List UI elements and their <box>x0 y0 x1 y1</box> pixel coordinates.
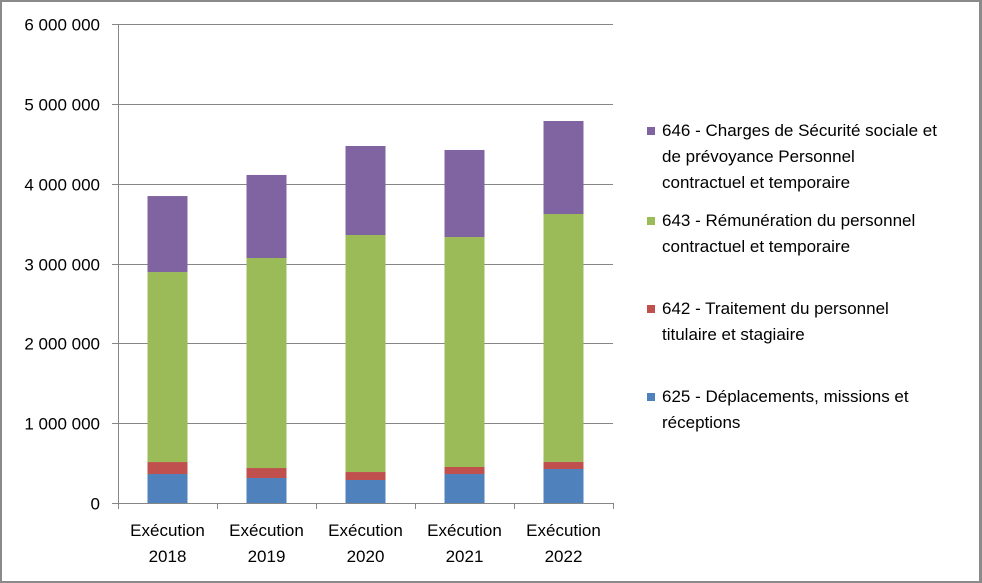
bar-segment <box>345 480 386 503</box>
x-tick-label: 2020 <box>347 547 385 566</box>
legend-item-646: 646 - Charges de Sécurité sociale et de … <box>646 118 976 196</box>
legend-swatch-646 <box>647 127 655 135</box>
x-tick-label: Exécution <box>229 521 304 540</box>
legend-item-625: 625 - Déplacements, missions et réceptio… <box>646 384 976 436</box>
bar-segment <box>444 236 485 467</box>
legend-label-line: titulaire et stagiaire <box>662 325 805 344</box>
legend-swatch-625 <box>647 393 655 401</box>
legend-item-643: 643 - Rémunération du personnel contract… <box>646 208 976 260</box>
y-tick-label: 1 000 000 <box>24 415 100 434</box>
bar-segment <box>444 149 485 237</box>
x-tick-label: 2022 <box>545 547 583 566</box>
y-tick-label: 5 000 000 <box>24 96 100 115</box>
legend-label-line: contractuel et temporaire <box>662 237 851 256</box>
x-tick-label: 2021 <box>446 547 484 566</box>
x-tick-label: 2018 <box>149 547 187 566</box>
bar-segment <box>147 196 188 273</box>
y-tick-label: 0 <box>91 495 100 514</box>
y-tick-label: 2 000 000 <box>24 335 100 354</box>
bar-segment <box>147 462 188 475</box>
bar-segment <box>246 468 287 479</box>
y-tick-label: 3 000 000 <box>24 256 100 275</box>
x-axis-labels: Exécution 2018 Exécution 2019 Exécution 2020 E… <box>130 521 601 566</box>
legend-label-line: de prévoyance Personnel <box>662 147 855 166</box>
y-tick-label: 6 000 000 <box>24 16 100 35</box>
bar-segment <box>345 234 386 473</box>
x-tick-label: Exécution <box>328 521 403 540</box>
axes <box>112 24 614 509</box>
bar-segment <box>345 145 386 235</box>
bar-segment <box>246 174 287 258</box>
legend-label-line: 642 - Traitement du personnel <box>662 299 889 318</box>
x-tick-label: Exécution <box>427 521 502 540</box>
bar-segment <box>543 120 584 215</box>
legend-item-642: 642 - Traitement du personnel titulaire … <box>646 296 976 348</box>
x-tick-label: 2019 <box>248 547 286 566</box>
legend-label-line: 643 - Rémunération du personnel <box>662 211 916 230</box>
x-tick-label: Exécution <box>526 521 601 540</box>
legend: 646 - Charges de Sécurité sociale et de … <box>646 118 976 436</box>
bar-segment <box>345 472 386 481</box>
y-tick-label: 4 000 000 <box>24 176 100 195</box>
legend-label-line: réceptions <box>662 413 741 432</box>
bar-segment <box>543 468 584 503</box>
legend-label-line: contractuel et temporaire <box>662 173 851 192</box>
bar-segment <box>246 478 287 503</box>
legend-label-line: 625 - Déplacements, missions et <box>662 387 909 406</box>
y-axis-labels: 0 1 000 000 2 000 000 3 000 000 4 000 000 5 0… <box>24 16 100 514</box>
gridlines <box>118 24 613 424</box>
bar-segment <box>444 474 485 503</box>
x-tick-label: Exécution <box>130 521 205 540</box>
bar-segment <box>147 272 188 463</box>
legend-swatch-642 <box>647 305 655 313</box>
bar-segment <box>543 214 584 462</box>
legend-label-line: 646 - Charges de Sécurité sociale et <box>662 121 937 140</box>
bar-segment <box>543 461 584 469</box>
legend-swatch-643 <box>647 217 655 225</box>
bars <box>147 120 584 503</box>
bar-segment <box>246 257 287 469</box>
bar-segment <box>444 466 485 475</box>
bar-segment <box>147 474 188 503</box>
